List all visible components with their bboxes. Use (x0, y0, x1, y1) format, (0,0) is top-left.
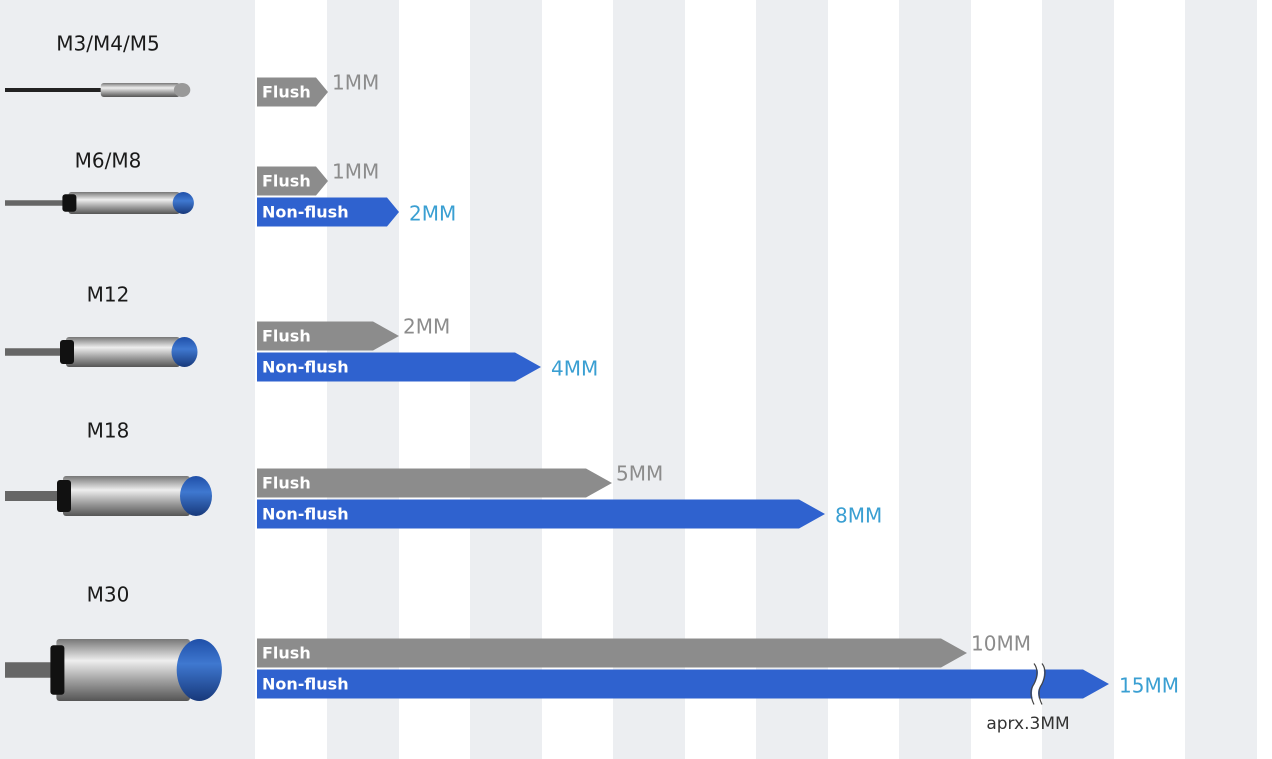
stripe (1042, 0, 1114, 759)
value-label: 2MM (403, 315, 450, 339)
stripe (1185, 0, 1257, 759)
stripe (756, 0, 828, 759)
sensor-end (50, 645, 65, 695)
axis-break-edge (1030, 663, 1046, 705)
sensor-end (60, 340, 74, 364)
value-label: 5MM (616, 462, 663, 486)
category-label: M30 (87, 583, 130, 607)
axis-break-label: aprx.3MM (986, 714, 1069, 734)
sensor-body (63, 476, 190, 516)
bar-series-label: Non-flush (262, 358, 349, 377)
bar-series-label: Non-flush (262, 505, 349, 524)
bar-series-label: Non-flush (262, 203, 349, 222)
bar (257, 499, 825, 529)
bar (257, 352, 541, 382)
bar (257, 77, 328, 107)
value-label: 2MM (409, 202, 456, 226)
value-label: 10MM (971, 632, 1031, 656)
value-label: 8MM (835, 504, 882, 528)
bar (257, 321, 399, 351)
sensor-end (62, 194, 77, 212)
value-label: 1MM (332, 71, 379, 95)
bar-series-label: Flush (262, 83, 311, 102)
bar (257, 468, 612, 498)
label-column (0, 0, 255, 759)
bar (257, 197, 399, 227)
sensor-cap (176, 639, 222, 701)
sensor-cap (171, 337, 198, 367)
bar-series-label: Flush (262, 644, 311, 663)
sensor-cap (180, 476, 212, 516)
category-label: M18 (87, 419, 130, 443)
category-label: M6/M8 (75, 149, 142, 173)
sensor-body (66, 337, 180, 367)
bar (257, 669, 1109, 699)
bar (257, 166, 328, 196)
sensor-body (68, 192, 180, 214)
value-label: 15MM (1119, 674, 1179, 698)
bar-series-label: Flush (262, 327, 311, 346)
category-label: M3/M4/M5 (56, 32, 159, 56)
category-label: M12 (87, 283, 130, 307)
bar (257, 638, 967, 668)
stripe (613, 0, 685, 759)
sensor-cap (173, 83, 191, 97)
stripe (899, 0, 971, 759)
value-label: 1MM (332, 160, 379, 184)
bar-series-label: Flush (262, 172, 311, 191)
sensors (5, 83, 222, 701)
sensor-body (56, 639, 191, 701)
axis-break (1032, 661, 1044, 706)
value-label: 4MM (551, 357, 598, 381)
sensor-body (100, 83, 180, 97)
stripes (327, 0, 1257, 759)
bar-series-label: Non-flush (262, 675, 349, 694)
sensor-end (57, 480, 71, 512)
bar-series-label: Flush (262, 474, 311, 493)
sensor-cap (172, 192, 194, 214)
